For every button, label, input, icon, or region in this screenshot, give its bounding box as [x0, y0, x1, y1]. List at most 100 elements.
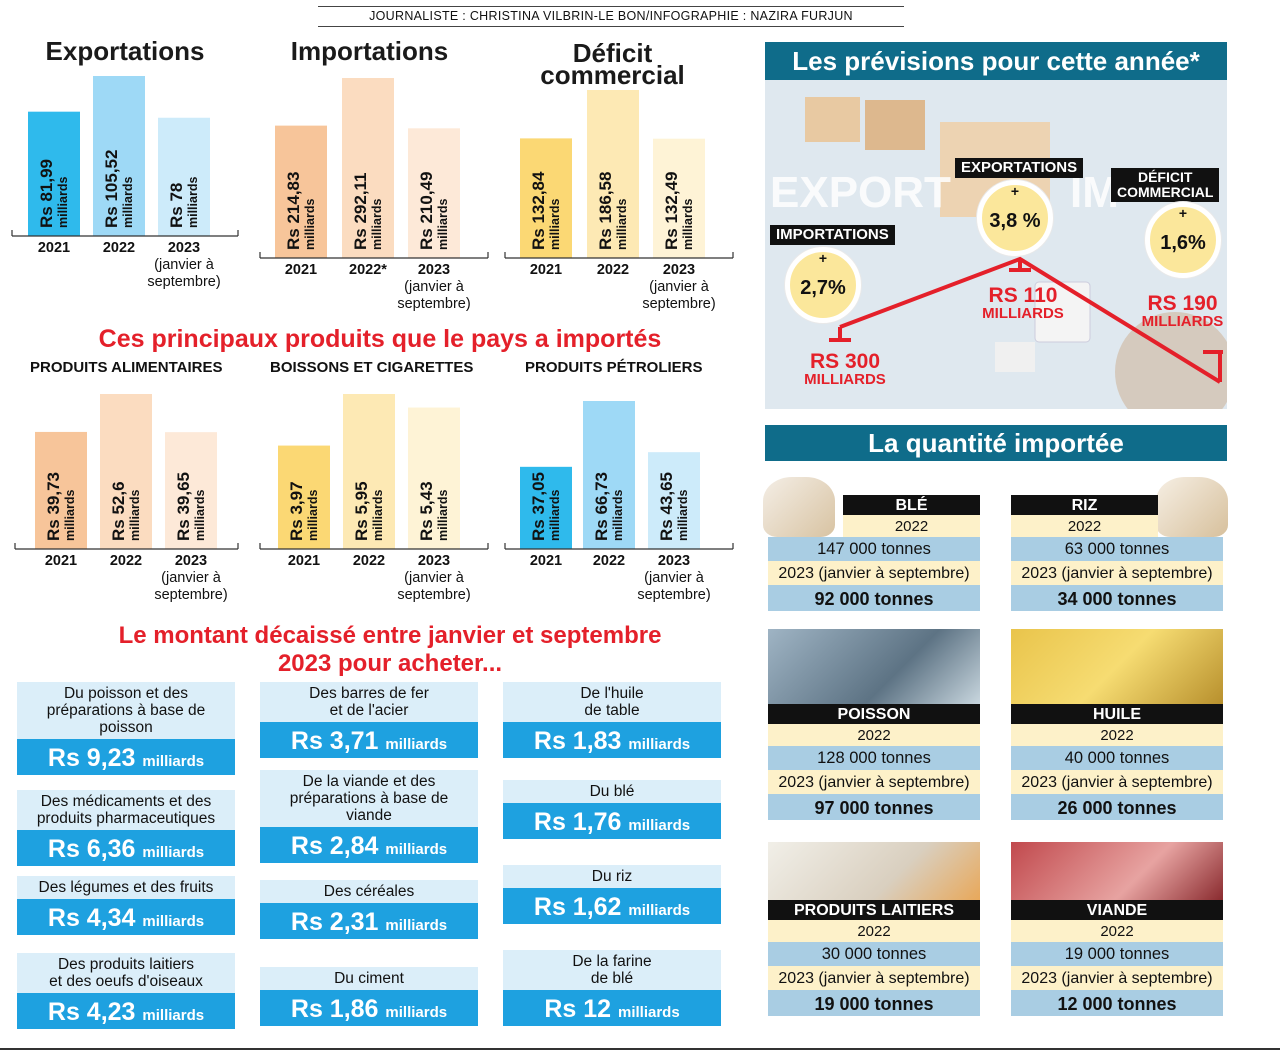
amount-card-value: Rs 6,36 milliards	[17, 830, 235, 866]
forecast-title: Les prévisions pour cette année*	[765, 42, 1227, 80]
amount-value: Rs 4,23	[47, 998, 143, 1026]
quantity-name: HUILE	[1011, 704, 1223, 724]
amount-card-label: Des céréales	[260, 880, 478, 903]
amount-card-value: Rs 1,86 milliards	[260, 990, 478, 1026]
bar-0	[275, 125, 327, 258]
bar-unit-label: milliards	[193, 490, 207, 541]
amount-card-label: Du ciment	[260, 967, 478, 990]
amount-card-value: Rs 4,34 milliards	[17, 899, 235, 935]
quantity-tonnes-2023: 97 000 tonnes	[768, 794, 980, 820]
amount-card-value: Rs 3,71 milliards	[260, 722, 478, 758]
bar-data-label: Rs 37,05	[529, 472, 548, 541]
forecast-circle-exportations: + 3,8 %	[977, 180, 1053, 256]
bar-data-label: Rs 43,65	[657, 472, 676, 541]
quantity-tonnes-2023: 19 000 tonnes	[768, 990, 980, 1016]
amount-value: Rs 1,83	[533, 727, 629, 755]
amount-card-value: Rs 2,84 milliards	[260, 827, 478, 863]
quantity-tonnes-2023: 92 000 tonnes	[768, 585, 980, 611]
plus-icon: +	[1178, 205, 1188, 221]
amount-card-label: De l'huile de table	[503, 682, 721, 722]
bar-1	[583, 401, 635, 549]
amount-unit: MILLIARDS	[982, 305, 1064, 322]
quantity-period-2023: 2023 (janvier à septembre)	[768, 966, 980, 990]
bar-2	[408, 407, 460, 549]
amount-card: Des médicaments et des produits pharmace…	[17, 790, 235, 866]
quantity-name: POISSON	[768, 704, 980, 724]
quantity-block: PRODUITS LAITIERS 2022 30 000 tonnes 2023 (…	[768, 900, 980, 1016]
category-label: 2021	[38, 240, 70, 256]
category-label: 2023	[418, 262, 450, 278]
amount-value: RS 110	[988, 284, 1058, 307]
category-label: 2021	[530, 553, 562, 569]
bar-data-label: Rs 292,11	[351, 172, 370, 250]
chart-title-exportations: Exportations	[45, 36, 205, 66]
credit-line: JOURNALISTE : CHRISTINA VILBRIN-LE BON/I…	[318, 6, 904, 27]
quantity-name: VIANDE	[1011, 900, 1223, 920]
amount-card-label: Des barres de fer et de l'acier	[260, 682, 478, 722]
quantity-period-2023: 2023 (janvier à septembre)	[768, 770, 980, 794]
bar-unit-label: milliards	[306, 490, 320, 541]
bar-unit-label: milliards	[303, 199, 317, 250]
amount-value: Rs 1,62	[533, 893, 629, 921]
bar-1	[342, 78, 394, 258]
amount-value: Rs 1,76	[533, 808, 629, 836]
plus-icon: +	[818, 250, 828, 266]
quantity-name: PRODUITS LAITIERS	[768, 900, 980, 920]
amount-card-value: Rs 1,62 milliards	[503, 888, 721, 924]
amount-card: De l'huile de table Rs 1,83 milliards	[503, 682, 721, 758]
quantity-year: 2022	[1011, 724, 1223, 746]
quantity-year: 2022	[768, 920, 980, 942]
bar-unit-label: milliards	[548, 490, 562, 541]
category-label: 2023	[663, 262, 695, 278]
amount-card: Du ciment Rs 1,86 milliards	[260, 967, 478, 1026]
bar-unit-label: milliards	[548, 199, 562, 250]
category-label: septembre)	[397, 296, 470, 312]
amount-unit: milliards	[142, 913, 205, 930]
quantity-name: BLÉ	[843, 495, 980, 515]
product-photo	[1011, 629, 1223, 704]
amount-unit: milliards	[142, 753, 205, 770]
quantity-period-2023: 2023 (janvier à septembre)	[1011, 561, 1223, 585]
category-label: septembre)	[147, 274, 220, 290]
bar-data-label: Rs 105,52	[102, 150, 121, 228]
amount-value: Rs 4,34	[47, 904, 143, 932]
bar-2	[653, 138, 705, 258]
forecast-label-importations: IMPORTATIONS	[770, 225, 895, 245]
amount-card-label: Des légumes et des fruits	[17, 876, 235, 899]
category-label: septembre)	[642, 296, 715, 312]
amount-unit: milliards	[385, 736, 448, 753]
bar-data-label: Rs 5,95	[352, 481, 371, 541]
amount-card-value: Rs 1,83 milliards	[503, 722, 721, 758]
quantity-tonnes-2023: 26 000 tonnes	[1011, 794, 1223, 820]
subtitle-produits-alimentaires: PRODUITS ALIMENTAIRES	[30, 359, 223, 376]
bar-unit-label: milliards	[370, 199, 384, 250]
bar-data-label: Rs 39,73	[44, 472, 63, 541]
forecast-circle-importations: + 2,7%	[785, 247, 861, 323]
product-photo	[1011, 842, 1223, 900]
bar-data-label: Rs 132,84	[529, 171, 548, 250]
amount-unit: milliards	[628, 817, 691, 834]
forecast-label-exportations: EXPORTATIONS	[955, 158, 1084, 178]
amount-value: Rs 1,86	[290, 995, 386, 1023]
bar-2	[648, 452, 700, 549]
bar-data-label: Rs 3,97	[287, 481, 306, 541]
quantity-tonnes-2022: 147 000 tonnes	[768, 537, 980, 561]
bar-data-label: Rs 39,65	[174, 472, 193, 541]
category-label: (janvier à	[649, 279, 710, 295]
category-label: (janvier à	[404, 570, 465, 586]
quantity-year: 2022	[768, 724, 980, 746]
amount-card-label: De la viande et des préparations à base …	[260, 770, 478, 827]
section-title-amount: Le montant décaissé entre janvier et sep…	[118, 622, 662, 677]
quantity-year: 2022	[843, 515, 980, 537]
amount-card-value: Rs 9,23 milliards	[17, 739, 235, 775]
bar-data-label: Rs 5,43	[417, 481, 436, 541]
quantity-tonnes-2023: 12 000 tonnes	[1011, 990, 1223, 1016]
category-label: septembre)	[397, 587, 470, 603]
bar-unit-label: milliards	[676, 490, 690, 541]
quantity-period-2023: 2023 (janvier à septembre)	[1011, 770, 1223, 794]
bar-data-label: Rs 186,58	[596, 172, 615, 250]
amount-value: RS 190	[1147, 292, 1218, 315]
